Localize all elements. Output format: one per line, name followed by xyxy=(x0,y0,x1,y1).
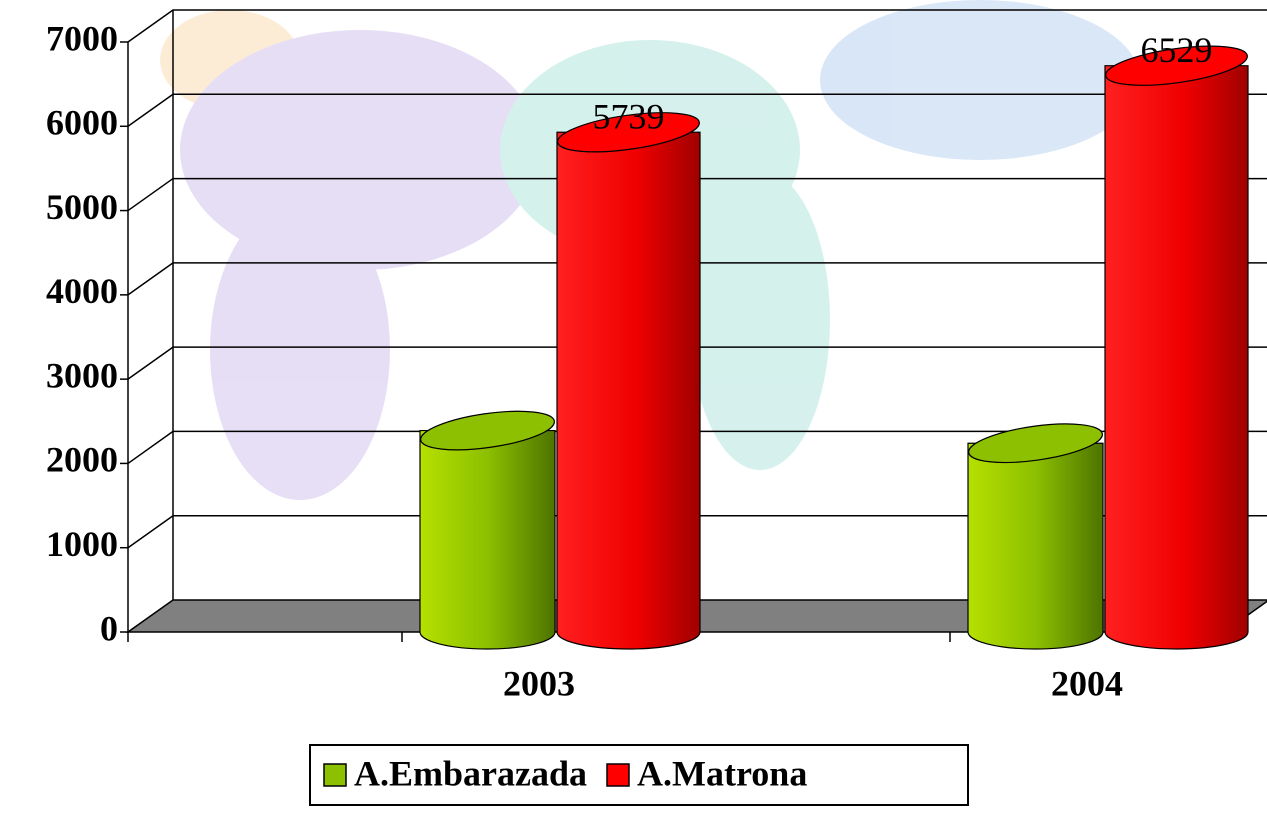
bar-body xyxy=(1104,65,1249,650)
y-tick-label: 0 xyxy=(100,608,118,648)
y-tick-label: 5000 xyxy=(46,187,118,227)
bar xyxy=(556,112,701,650)
grid-line xyxy=(127,346,1267,380)
y-tick-label: 6000 xyxy=(46,103,118,143)
grid-line xyxy=(127,9,1267,43)
legend-swatch xyxy=(606,763,630,787)
legend-label: A.Embarazada xyxy=(354,753,587,793)
legend-swatch xyxy=(323,763,347,787)
bar-top xyxy=(557,112,700,153)
grid-line xyxy=(127,430,1267,465)
y-tick-label: 4000 xyxy=(46,271,118,311)
legend: A.Embarazada A.Matrona xyxy=(309,744,969,806)
bar-top xyxy=(968,423,1103,464)
y-tick-label: 1000 xyxy=(46,524,118,564)
x-tick-label: 2004 xyxy=(1051,663,1123,703)
bar-body xyxy=(556,131,701,650)
grid-line xyxy=(127,514,1267,549)
grid-line xyxy=(127,262,1267,296)
bar-body xyxy=(967,442,1104,650)
bar xyxy=(419,410,556,650)
data-label: 5739 xyxy=(593,97,665,137)
y-tick-label: 3000 xyxy=(46,355,118,395)
y-tick-label: 2000 xyxy=(46,440,118,480)
data-label: 6529 xyxy=(1141,30,1213,70)
bar xyxy=(1104,45,1249,650)
legend-box xyxy=(309,744,969,806)
bar-top xyxy=(420,410,555,451)
bar xyxy=(967,423,1104,650)
y-tick-label: 7000 xyxy=(46,18,118,58)
legend-label: A.Matrona xyxy=(637,753,807,793)
bar-body xyxy=(419,429,556,650)
grid-line xyxy=(127,177,1267,212)
x-tick-label: 2003 xyxy=(503,663,575,703)
grid-line xyxy=(127,93,1267,127)
bar-top xyxy=(1105,45,1248,86)
